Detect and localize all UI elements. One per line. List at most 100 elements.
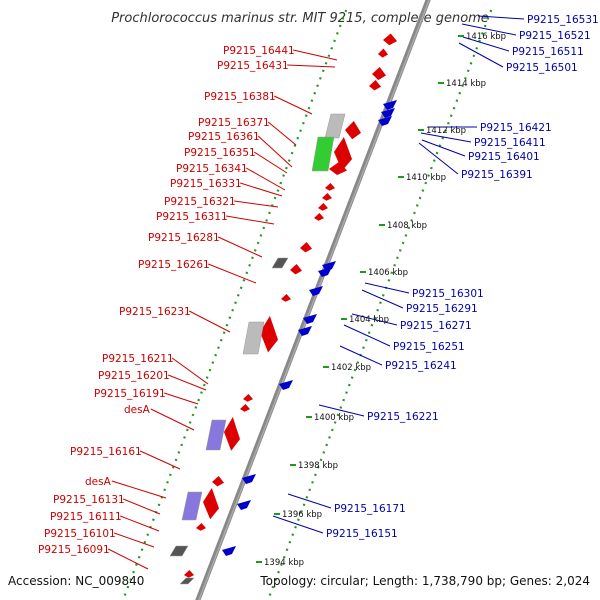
right-gene-label: P9215_16401 xyxy=(468,151,540,163)
right-gene-labels: P9215_16531 P9215_16521 P9215_16511 P9215_1… xyxy=(326,14,599,540)
left-leader-line xyxy=(120,515,160,532)
forward-gene-arrow xyxy=(329,162,347,175)
map-title: Prochlorococcus marinus str. MIT 9215, c… xyxy=(111,11,489,26)
left-gene-label: P9215_16371 xyxy=(198,117,270,129)
left-gene-label: P9215_16431 xyxy=(217,60,289,72)
kbp-label: 1410 kbp xyxy=(406,173,446,183)
left-leader-line xyxy=(293,49,338,61)
left-leader-line xyxy=(139,450,181,470)
left-leader-line xyxy=(188,310,231,333)
right-gene-label: P9215_16241 xyxy=(385,360,457,372)
right-scale-dots xyxy=(266,9,493,600)
forward-gene-arrow xyxy=(369,80,381,91)
right-gene-label: P9215_16421 xyxy=(480,122,552,134)
forward-gene-arrow xyxy=(378,48,388,58)
right-leader-line xyxy=(420,132,472,143)
forward-gene-arrow xyxy=(325,183,335,191)
right-leader-line xyxy=(461,23,517,36)
reverse-gene-arrow xyxy=(237,500,251,510)
reverse-gene-arrow xyxy=(279,380,293,390)
purple-feature xyxy=(181,491,203,521)
left-gene-label: P9215_16261 xyxy=(138,259,210,271)
reverse-gene-arrow xyxy=(383,100,397,110)
forward-gene-arrow xyxy=(224,417,240,451)
left-leader-line xyxy=(273,95,313,115)
left-leader-line xyxy=(217,236,263,258)
forward-gene-arrow xyxy=(345,121,361,140)
left-gene-label: P9215_16441 xyxy=(223,45,295,57)
left-gene-label: P9215_16111 xyxy=(50,511,122,523)
left-gene-label: P9215_16161 xyxy=(70,446,142,458)
right-gene-label: P9215_16391 xyxy=(461,169,533,181)
reverse-gene-arrow xyxy=(242,474,256,484)
forward-gene-arrow xyxy=(196,523,206,531)
left-leader-line xyxy=(234,200,279,208)
left-leader-line xyxy=(171,357,209,385)
left-leader-line xyxy=(107,548,149,570)
axis-highlight xyxy=(198,0,430,600)
forward-gene-arrow xyxy=(243,394,253,402)
gray-feature xyxy=(242,321,265,355)
right-gene-label: P9215_16221 xyxy=(367,411,439,423)
forward-gene-arrow xyxy=(203,488,219,520)
kbp-label: 1404 kbp xyxy=(349,315,389,325)
left-leader-line xyxy=(208,263,257,284)
left-gene-label: P9215_16211 xyxy=(102,353,174,365)
forward-gene-arrow xyxy=(281,294,291,302)
left-leader-line xyxy=(114,532,155,548)
right-gene-label: P9215_16291 xyxy=(406,303,478,315)
kbp-label: 1408 kbp xyxy=(387,221,427,231)
left-gene-label: P9215_16351 xyxy=(184,147,256,159)
left-gene-label: P9215_16381 xyxy=(204,91,276,103)
forward-gene-arrow xyxy=(322,193,332,201)
right-gene-label: P9215_16271 xyxy=(400,320,472,332)
left-gene-label: P9215_16191 xyxy=(94,388,166,400)
left-gene-label: P9215_16361 xyxy=(188,131,260,143)
kbp-label: 1412 kbp xyxy=(426,126,466,136)
left-gene-label: P9215_16131 xyxy=(53,494,125,506)
kbp-label: 1394 kbp xyxy=(264,558,304,568)
kbp-label: 1400 kbp xyxy=(314,413,354,423)
kbp-label: 1406 kbp xyxy=(368,268,408,278)
kbp-label: 1414 kbp xyxy=(446,79,486,89)
right-gene-label: P9215_16171 xyxy=(334,503,406,515)
right-leader-line xyxy=(339,345,383,366)
forward-gene-arrow xyxy=(260,316,278,353)
left-leader-line xyxy=(123,498,161,515)
kbp-label: 1402 kbp xyxy=(331,363,371,373)
right-gene-label: P9215_16511 xyxy=(512,46,584,58)
left-leader-line xyxy=(111,480,167,499)
forward-gene-arrow xyxy=(314,213,324,221)
forward-gene-arrow xyxy=(240,404,250,412)
purple-feature xyxy=(205,419,227,451)
reverse-gene-arrow xyxy=(378,116,392,126)
kbp-label: 1416 kbp xyxy=(466,32,506,42)
right-gene-label: P9215_16531 xyxy=(527,14,599,26)
right-gene-label: P9215_16501 xyxy=(506,62,578,74)
right-gene-label: P9215_16521 xyxy=(519,30,591,42)
genome-axis xyxy=(195,0,431,600)
left-gene-label: P9215_16101 xyxy=(44,528,116,540)
right-gene-label: P9215_16411 xyxy=(474,137,546,149)
right-leader-line xyxy=(458,42,504,68)
forward-gene-arrow xyxy=(318,203,328,211)
forward-gene-arrow xyxy=(290,264,302,275)
right-leader-line xyxy=(462,36,510,52)
left-gene-label: P9215_16091 xyxy=(38,544,110,556)
right-gene-label: P9215_16251 xyxy=(393,341,465,353)
reverse-gene-arrow xyxy=(322,261,336,271)
left-leader-line xyxy=(168,374,207,391)
reverse-gene-arrow xyxy=(318,267,332,277)
dark-feature xyxy=(271,257,289,269)
kbp-scale-labels: 1416 kbp 1414 kbp 1412 kbp 1410 kbp 1408 kbp… xyxy=(256,32,506,568)
forward-gene-arrow xyxy=(300,242,312,253)
gray-feature xyxy=(324,113,346,139)
topology-text: Topology: circular; Length: 1,738,790 bp… xyxy=(259,574,590,588)
left-leader-line xyxy=(287,64,336,68)
left-leader-line xyxy=(267,121,297,146)
right-leader-line xyxy=(418,142,459,175)
right-leader-line xyxy=(343,324,391,347)
right-leader-line xyxy=(351,313,398,326)
left-gene-labels: P9215_16441 P9215_16431 P9215_16381 P9215_1… xyxy=(38,45,295,556)
left-leader-line xyxy=(226,215,275,225)
